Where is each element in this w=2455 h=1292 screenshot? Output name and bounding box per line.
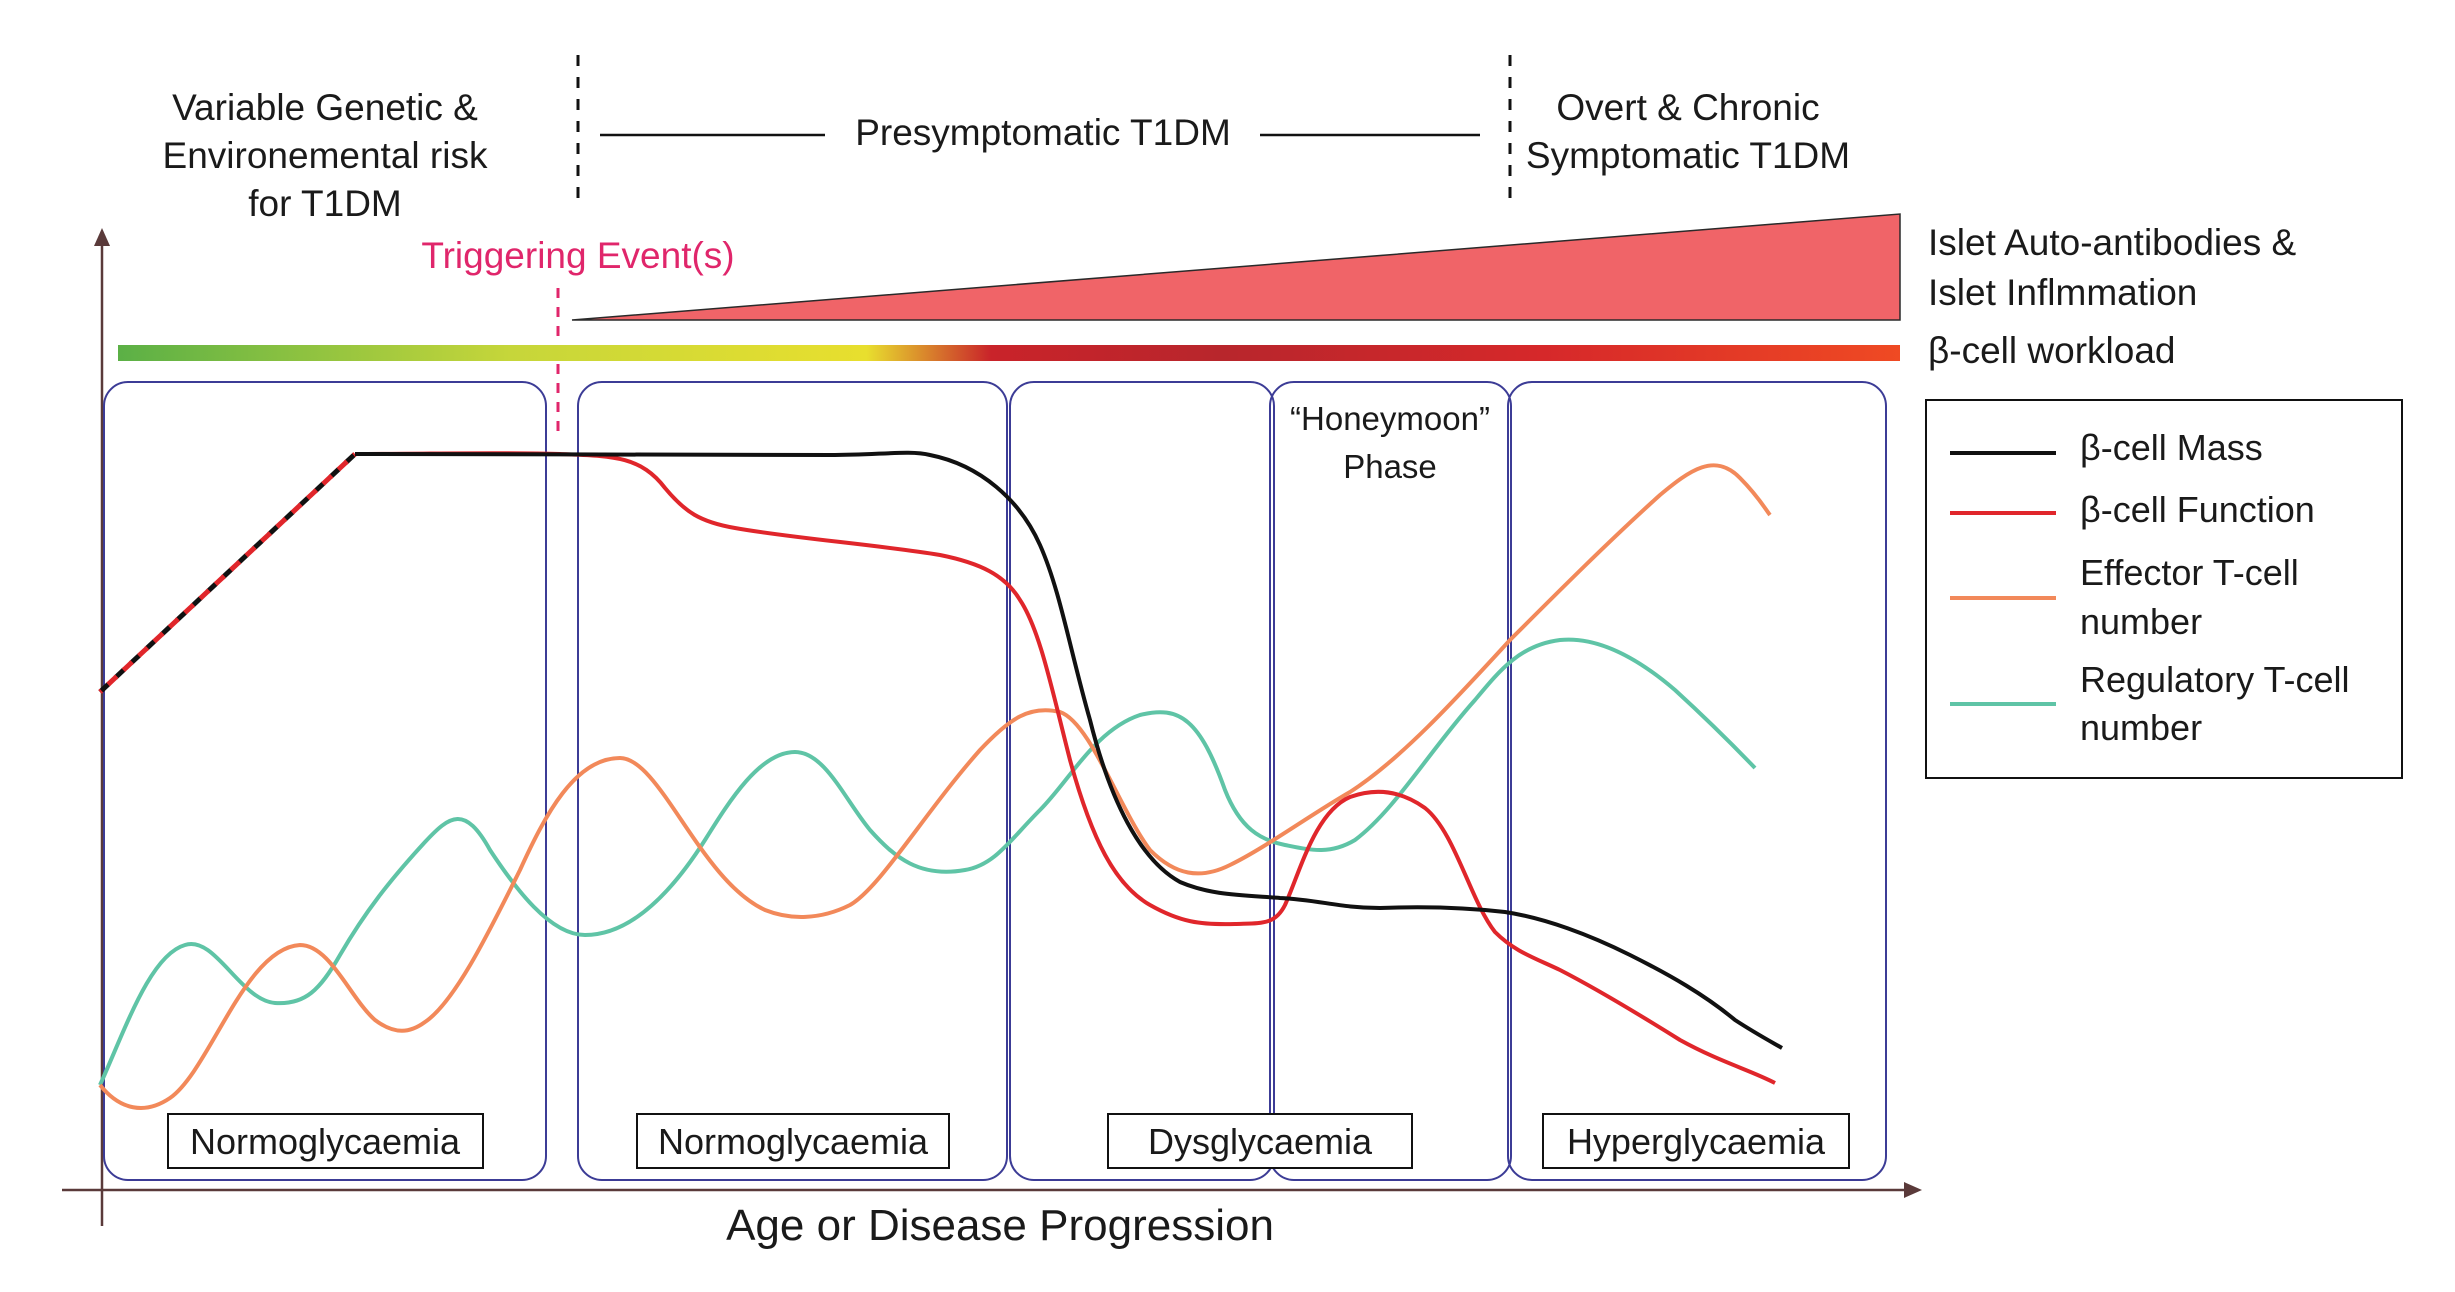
beta-cell-workload-bar bbox=[118, 345, 1900, 361]
phase-label-3-text: Dysglycaemia bbox=[1148, 1121, 1373, 1162]
header-right-line1: Overt & Chronic bbox=[1556, 87, 1819, 128]
islet-autoantibody-wedge bbox=[571, 213, 1901, 321]
honeymoon-line2: Phase bbox=[1343, 448, 1437, 485]
beta-cell-mass-curve bbox=[354, 450, 1783, 1050]
x-axis-arrow bbox=[1904, 1182, 1922, 1198]
regulatory-tcell-curve bbox=[98, 637, 1757, 1086]
header-left-line3: for T1DM bbox=[248, 183, 402, 224]
islet-label-line1: Islet Auto-antibodies & bbox=[1928, 222, 2296, 263]
phase-panel-3 bbox=[1009, 381, 1275, 1181]
header-left-line2: Environemental risk bbox=[163, 135, 488, 176]
phase-panel-2 bbox=[577, 381, 1008, 1181]
legend-box bbox=[1925, 399, 2403, 779]
early-function-dashed bbox=[98, 452, 357, 694]
legend-label-effector-line1: Effector T-cell bbox=[2080, 552, 2299, 593]
phase-panel-honeymoon bbox=[1269, 381, 1512, 1181]
header-middle: Presymptomatic T1DM bbox=[855, 112, 1231, 153]
phase-label-1: Normoglycaemia bbox=[167, 1113, 484, 1169]
legend: β-cell Mass β-cell Function Effector T-c… bbox=[1925, 399, 2403, 779]
header-right-line2: Symptomatic T1DM bbox=[1526, 135, 1850, 176]
phase-panel-4 bbox=[1507, 381, 1887, 1181]
legend-label-mass: β-cell Mass bbox=[2080, 427, 2263, 468]
phase-label-3: Dysglycaemia bbox=[1107, 1113, 1413, 1169]
phase-label-1-text: Normoglycaemia bbox=[190, 1121, 461, 1162]
beta-cell-function-curve bbox=[354, 451, 1776, 1085]
honeymoon-line1: “Honeymoon” bbox=[1290, 400, 1490, 437]
effector-tcell-curve bbox=[98, 463, 1772, 1110]
workload-label: β-cell workload bbox=[1928, 330, 2175, 371]
islet-label-line2: Islet Inflmmation bbox=[1928, 272, 2197, 313]
legend-label-regulatory-line2: number bbox=[2080, 707, 2202, 748]
phase-label-2-text: Normoglycaemia bbox=[658, 1121, 929, 1162]
legend-label-regulatory-line1: Regulatory T-cell bbox=[2080, 659, 2349, 700]
x-axis-label: Age or Disease Progression bbox=[726, 1201, 1274, 1250]
phase-label-4: Hyperglycaemia bbox=[1542, 1113, 1850, 1169]
trigger-label: Triggering Event(s) bbox=[421, 235, 734, 276]
phase-panel-1 bbox=[103, 381, 547, 1181]
y-axis-arrow bbox=[94, 228, 110, 246]
legend-label-effector-line2: number bbox=[2080, 601, 2202, 642]
legend-label-function: β-cell Function bbox=[2080, 489, 2315, 530]
header-left-line1: Variable Genetic & bbox=[172, 87, 478, 128]
phase-label-4-text: Hyperglycaemia bbox=[1567, 1121, 1826, 1162]
early-mass-dashed bbox=[98, 452, 357, 694]
phase-label-2: Normoglycaemia bbox=[636, 1113, 950, 1169]
